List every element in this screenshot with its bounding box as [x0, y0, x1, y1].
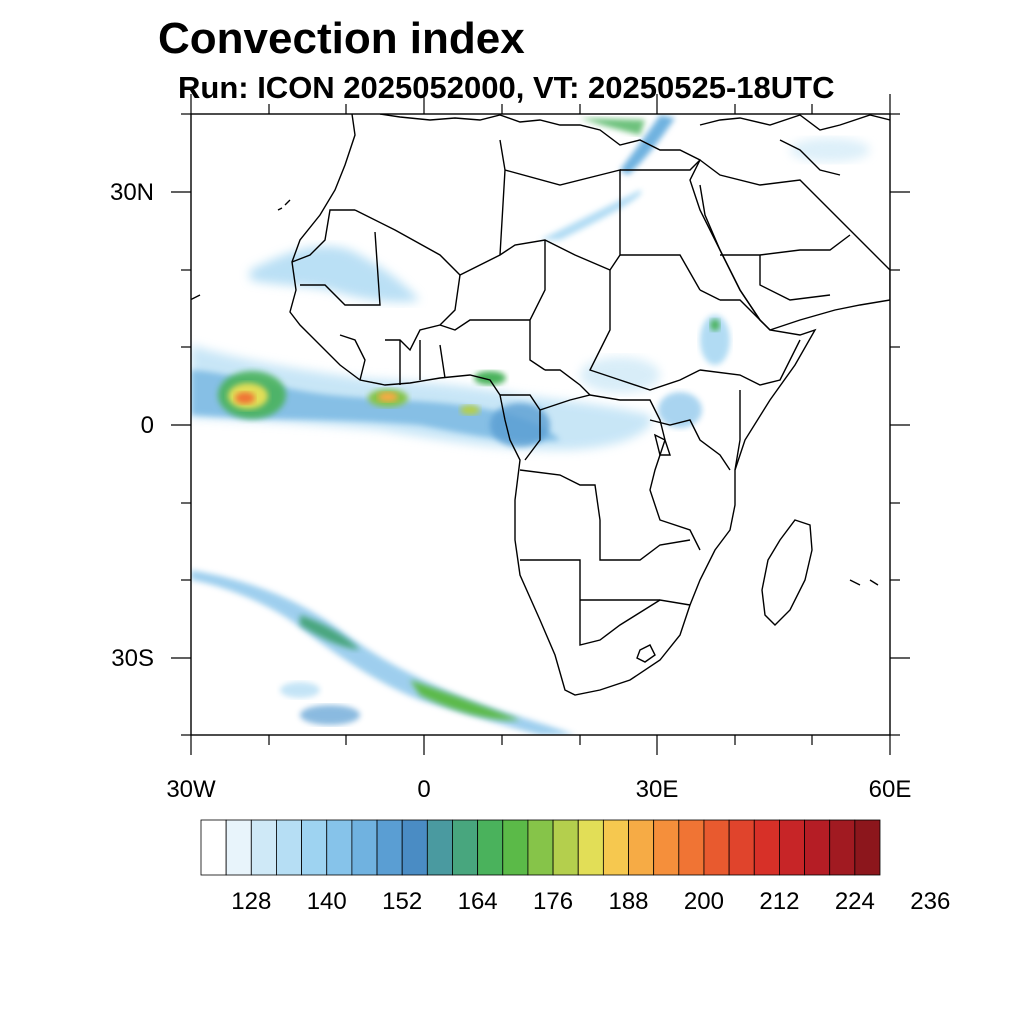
colorbar-swatch: [301, 819, 328, 876]
colorbar: [200, 819, 881, 876]
colorbar-swatch: [426, 819, 453, 876]
colorbar-swatch: [452, 819, 479, 876]
colorbar-swatch: [653, 819, 680, 876]
colorbar-swatch: [577, 819, 604, 876]
lat-label-0: 0: [140, 412, 154, 439]
colorbar-swatch: [552, 819, 579, 876]
colorbar-tick-label: 236: [910, 888, 951, 915]
chart-title: Convection index: [158, 14, 525, 63]
colorbar-swatch: [602, 819, 629, 876]
colorbar-tick-label: 152: [382, 888, 423, 915]
lat-label-30n: 30N: [109, 179, 154, 206]
colorbar-swatch: [326, 819, 353, 876]
coastlines: [191, 114, 890, 696]
colorbar-swatch: [779, 819, 805, 876]
colorbar-swatch: [200, 819, 227, 876]
colorbar-swatch: [753, 819, 780, 876]
colorbar-swatch: [401, 819, 428, 876]
colorbar-swatch: [250, 819, 277, 876]
lon-label-30w: 30W: [166, 776, 216, 803]
colorbar-tick-label: 128: [231, 888, 272, 915]
colorbar-tick-label: 224: [834, 888, 875, 915]
colorbar-tick-label: 212: [759, 888, 800, 915]
colorbar-swatch: [804, 819, 831, 876]
colorbar-swatch: [678, 819, 705, 876]
colorbar-swatch: [728, 819, 755, 876]
axis-ticks: [171, 94, 910, 755]
colorbar-tick-label: 140: [306, 888, 347, 915]
colorbar-swatch: [276, 819, 302, 876]
colorbar-swatch: [628, 819, 655, 876]
colorbar-tick-label: 164: [457, 888, 498, 915]
colorbar-swatch: [854, 819, 881, 876]
lon-label-30e: 30E: [635, 776, 679, 803]
southern-frontal-band: [191, 570, 575, 735]
colorbar-swatch: [527, 819, 554, 876]
colorbar-swatch: [351, 819, 378, 876]
colorbar-swatch: [703, 819, 730, 876]
colorbar-tick-label: 200: [683, 888, 724, 915]
colorbar-swatch: [225, 819, 252, 876]
colorbar-tick-label: 188: [608, 888, 649, 915]
colorbar-swatch: [829, 819, 856, 876]
lat-label-30s: 30S: [111, 645, 154, 672]
colorbar-swatch: [477, 819, 504, 876]
chart-subtitle: Run: ICON 2025052000, VT: 20250525-18UTC: [178, 70, 835, 105]
colorbar-tick-label: 176: [533, 888, 574, 915]
lon-label-60e: 60E: [868, 776, 912, 803]
colorbar-swatch: [502, 819, 529, 876]
madagascar: [761, 519, 813, 626]
convection-field: [191, 115, 870, 735]
colorbar-swatch: [376, 819, 403, 876]
africa-coastline: [289, 114, 817, 696]
lon-label-0: 0: [417, 776, 431, 803]
